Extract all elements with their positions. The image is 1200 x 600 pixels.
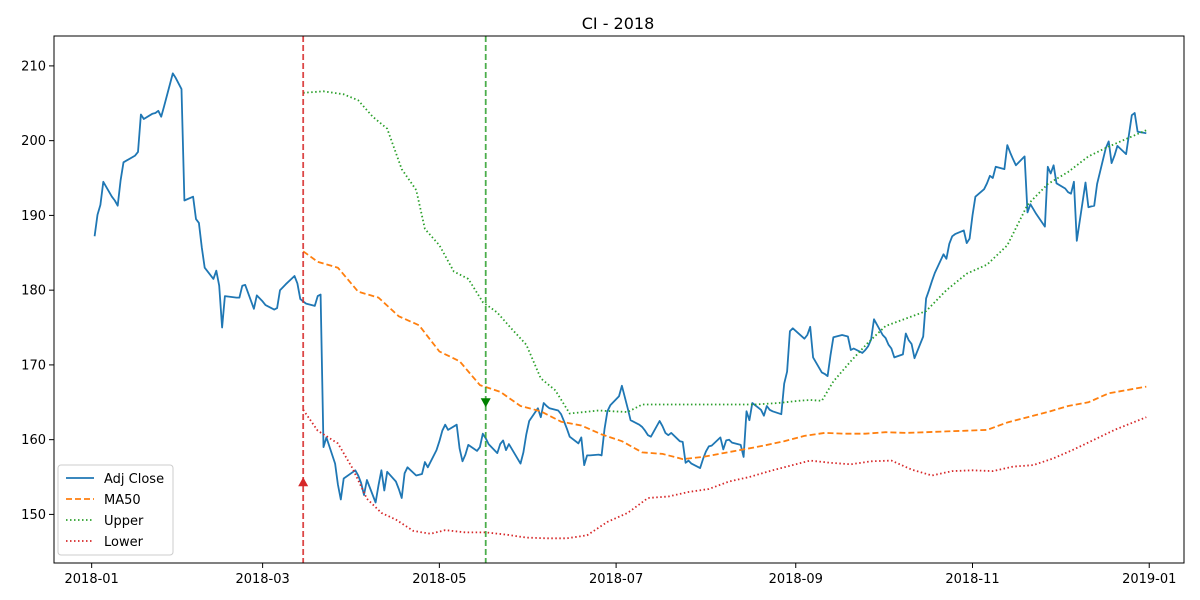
x-tick-label: 2018-09 (769, 572, 823, 587)
x-axis: 2018-01 2018-03 2018-05 2018-07 2018-09 2018-… (65, 563, 1176, 587)
x-tick-label: 2018-05 (412, 572, 466, 587)
chart-title: CI - 2018 (582, 14, 655, 33)
y-tick-label: 170 (21, 358, 46, 373)
axes-frame (53, 35, 1185, 564)
legend-label-lower: Lower (104, 535, 144, 550)
series-line-ma50 (302, 250, 1147, 461)
x-tick-label: 2018-03 (235, 572, 289, 587)
x-tick-label: 2018-07 (589, 572, 643, 587)
buy-marker (298, 477, 309, 487)
legend-label-upper: Upper (104, 514, 144, 529)
x-tick-label: 2018-01 (65, 572, 119, 587)
series-line-adj-close (93, 72, 1147, 504)
series-line-upper (303, 90, 1147, 415)
legend-label-ma50: MA50 (104, 493, 141, 508)
x-tick-label: 2018-11 (945, 572, 999, 587)
plot-area (93, 36, 1147, 563)
legend-label-adj-close: Adj Close (104, 472, 164, 487)
y-tick-label: 190 (21, 209, 46, 224)
x-tick-label: 2019-01 (1122, 572, 1176, 587)
y-tick-label: 150 (21, 508, 46, 523)
y-tick-label: 160 (21, 433, 46, 448)
y-axis: 150 160 170 180 190 200 210 (21, 59, 54, 523)
y-tick-label: 210 (21, 59, 46, 74)
legend: Adj Close MA50 Upper Lower (57, 464, 174, 556)
y-tick-label: 180 (21, 284, 46, 299)
y-tick-label: 200 (21, 134, 46, 149)
legend-box (57, 464, 174, 556)
sell-marker (480, 398, 491, 408)
